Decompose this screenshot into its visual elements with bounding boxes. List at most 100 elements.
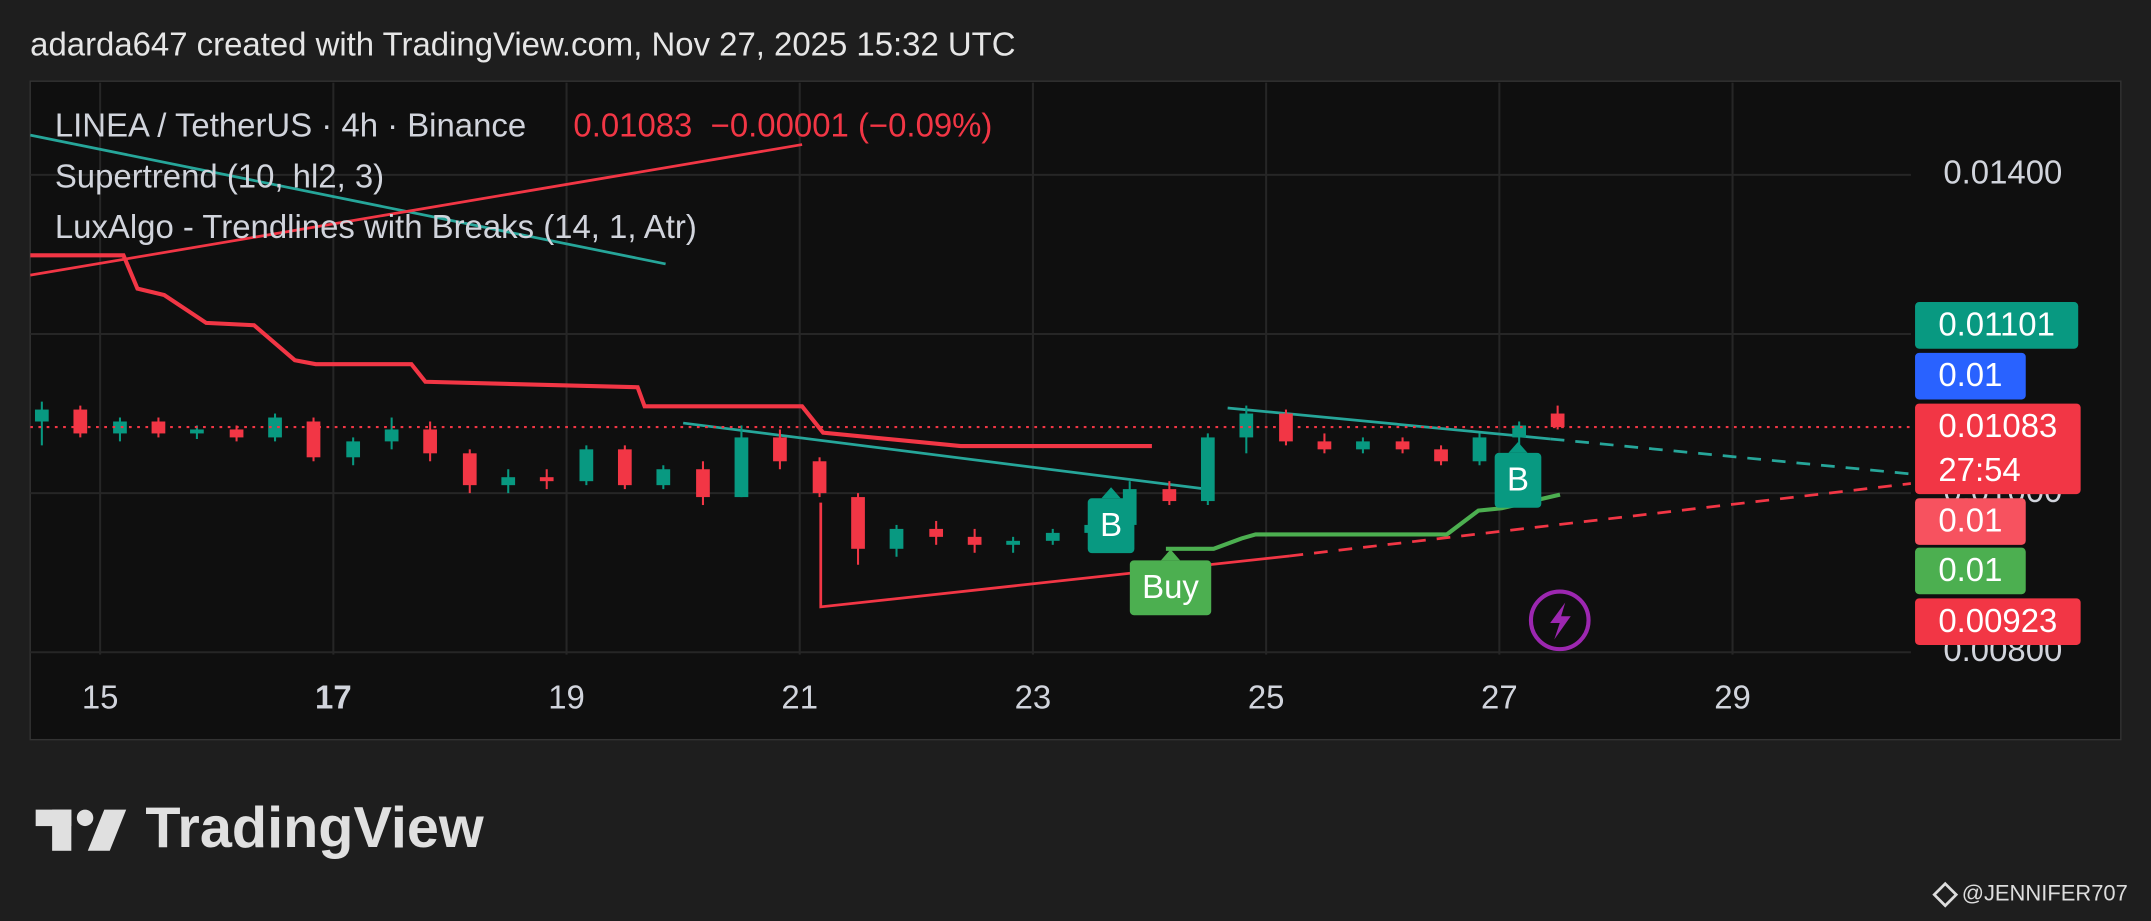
signal-pointer (1508, 441, 1528, 453)
candle-body (346, 441, 361, 458)
candle-body (501, 477, 516, 486)
y-tick-label: 0.01400 (1943, 154, 2062, 191)
price-label: 0.01 (1915, 352, 2026, 400)
price-label-box (1915, 403, 2081, 495)
alert-icon (1528, 589, 1591, 652)
signal: Buy (1129, 549, 1212, 616)
candle-body (306, 421, 321, 458)
trendline (30, 143, 803, 277)
candle-body (1200, 437, 1215, 502)
candle-body (151, 421, 166, 434)
signal-pointer (1160, 549, 1181, 561)
candle-body (1472, 437, 1487, 462)
price-label-box (1915, 498, 2026, 545)
grid (30, 82, 1911, 655)
indicator: LuxAlgo - Trendlines with Breaks (14, 1,… (55, 208, 697, 245)
candle-body (1239, 413, 1254, 438)
x-tick-label: 29 (1714, 679, 1751, 716)
signal: B (1494, 441, 1542, 508)
x-tick-label: 21 (781, 679, 818, 716)
signal-box (1129, 560, 1212, 616)
x-tick-label: 25 (1248, 679, 1285, 716)
trendline (1227, 406, 1551, 441)
price-label-box (1915, 547, 2026, 595)
candle-body (1356, 441, 1370, 450)
candle-body (851, 497, 865, 549)
price-label: 0.00923 (1915, 598, 2081, 646)
candle-body (1279, 413, 1293, 442)
candle-body (812, 461, 827, 494)
chart-panel (29, 80, 2122, 741)
candle-body (1317, 441, 1332, 450)
candle-body (423, 429, 437, 454)
price-label: 0.01101 (1915, 302, 2079, 349)
signal-box (1494, 452, 1542, 508)
candle-body (1512, 425, 1527, 438)
candle-body (1006, 540, 1020, 545)
price-label: 0.01083 27:54 (1915, 403, 2081, 495)
watermark: @JENNIFER707 (1932, 880, 2128, 908)
legend: LINEA / TetherUS · 4h · Binance 0.01083 … (55, 107, 993, 246)
candle-body (889, 528, 904, 549)
price-label-text: 0.01 (1938, 551, 2002, 588)
signal-pointer (1101, 487, 1121, 499)
candle-body (462, 453, 477, 486)
price-label: 0.01 (1915, 547, 2026, 595)
trendline (1289, 482, 1911, 558)
supertrend (30, 253, 1152, 449)
candle-body (73, 409, 88, 434)
signal: B (1087, 487, 1135, 554)
candle-body (967, 536, 982, 545)
price-label-text: 0.01 (1938, 356, 2002, 393)
signal-label: B (1507, 460, 1529, 497)
candle-body (579, 449, 594, 482)
x-tick-label: 23 (1015, 679, 1052, 716)
candle-body (617, 449, 632, 486)
price-axis: 15171921232527290.014000.012000.010000.0… (82, 154, 2081, 716)
supertrend (1165, 492, 1561, 551)
candle-body (1395, 441, 1410, 450)
header: adarda647 created with TradingView.com, … (30, 26, 1015, 63)
x-tick-label: 15 (82, 679, 119, 716)
candle-body (773, 437, 787, 462)
trendline (682, 421, 1207, 491)
plot: B Buy B (30, 133, 1911, 616)
countdown: 27:54 (1938, 451, 2020, 488)
price-label-text: 0.01 (1938, 502, 2002, 539)
brand: TradingView (145, 796, 483, 860)
candle-body (190, 429, 204, 434)
candle-body (1162, 489, 1177, 502)
candle-body (696, 469, 710, 498)
price-label-box (1915, 352, 2026, 400)
x-tick-label: 17 (315, 679, 352, 716)
price-label-text: 0.00923 (1938, 602, 2057, 639)
candle-body (229, 429, 244, 438)
watermark-text: @JENNIFER707 (1962, 880, 2128, 905)
signal-label: B (1100, 506, 1122, 543)
candle-body (1550, 413, 1565, 428)
x-tick-label: 27 (1481, 679, 1518, 716)
candle-body (929, 528, 944, 537)
trendline (1550, 437, 1911, 476)
price-label-text: 0.01101 (1938, 305, 2055, 342)
symbol: LINEA / TetherUS · 4h · Binance (55, 107, 526, 144)
candle-body (113, 421, 127, 434)
indicator: Supertrend (10, hl2, 3) (55, 157, 384, 194)
price-label: 0.01 (1915, 498, 2026, 545)
candle-body (1045, 532, 1060, 541)
price-label-text: 0.01083 (1938, 407, 2057, 444)
signal-label: Buy (1142, 568, 1199, 605)
candle-body (34, 409, 49, 422)
candle-body (1434, 449, 1448, 462)
signal-box (1087, 498, 1135, 554)
price-label-box (1915, 302, 2079, 349)
tradingview-logo: TradingView (35, 796, 484, 860)
candle-body (656, 469, 671, 486)
trendline (30, 133, 666, 266)
candle-body (268, 417, 282, 438)
candle-body (734, 437, 749, 498)
candle-body (384, 429, 399, 442)
candle-body (539, 477, 554, 482)
